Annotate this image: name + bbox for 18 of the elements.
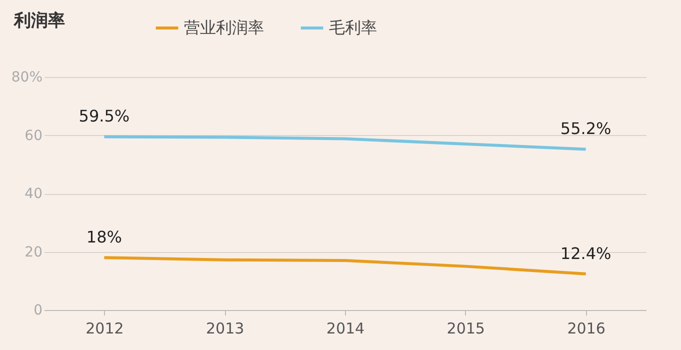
data-label: 55.2% bbox=[560, 119, 612, 138]
data-label: 12.4% bbox=[560, 244, 612, 263]
x-tick-label: 2012 bbox=[86, 320, 124, 338]
line-series bbox=[102, 135, 588, 151]
y-tick-label: 20 bbox=[24, 244, 42, 260]
x-tick-label: 2014 bbox=[326, 320, 365, 338]
y-tick-label: 40 bbox=[24, 186, 42, 202]
data-label: 59.5% bbox=[78, 106, 130, 126]
chart-title: 利润率 bbox=[13, 11, 65, 31]
legend-label: 毛利率 bbox=[329, 18, 377, 37]
legend-label: 营业利润率 bbox=[184, 18, 264, 37]
y-tick-label: 60 bbox=[24, 128, 42, 144]
y-tick-label: 80% bbox=[11, 70, 42, 86]
x-tick-label: 2013 bbox=[206, 320, 244, 338]
x-tick-label: 2016 bbox=[567, 320, 606, 338]
x-tick-label: 2015 bbox=[446, 320, 485, 338]
y-tick-label: 0 bbox=[34, 302, 42, 318]
data-label: 18% bbox=[86, 228, 122, 247]
